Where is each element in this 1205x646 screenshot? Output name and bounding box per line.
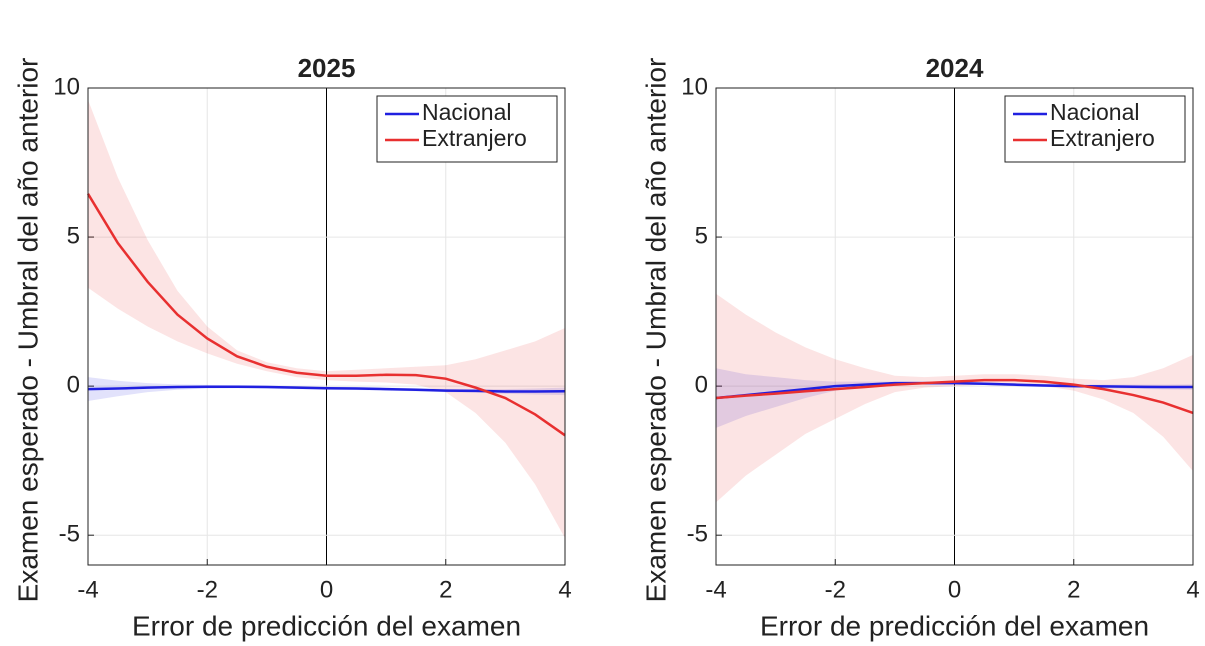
confidence-band	[716, 368, 1193, 428]
chart-title: 2025	[298, 53, 356, 83]
x-tick-label: -4	[77, 576, 98, 603]
x-axis-label: Error de predicción del examen	[760, 610, 1149, 641]
x-tick-label: 4	[558, 576, 571, 603]
panel: -4 -2 0 2 4 -5 0 5 10 2024 Error de predicción del…	[640, 53, 1199, 642]
x-tick-label: 2	[1067, 576, 1080, 603]
y-tick-label: 10	[681, 73, 708, 100]
y-tick-label: 0	[67, 371, 80, 398]
line	[715, 381, 1193, 400]
legend-label: Nacional	[422, 99, 512, 125]
x-tick-label: -4	[705, 576, 726, 603]
panel: -4 -2 0 2 4 -5 0 5 10 2025 Error de predicción del…	[12, 53, 571, 642]
y-axis-label: Examen esperado - Umbral del año anterio…	[12, 58, 43, 603]
x-tick-label: 0	[320, 576, 333, 603]
confidence-band	[716, 293, 1193, 503]
legend-box	[376, 95, 558, 163]
axes-frame	[87, 87, 566, 566]
x-axis-label: Error de predicción del examen	[132, 610, 521, 641]
x-tick-label: 2	[439, 576, 452, 603]
y-tick-label: 0	[695, 371, 708, 398]
axes-frame	[715, 87, 1194, 566]
x-tick-label: 4	[1186, 576, 1199, 603]
line	[715, 378, 1194, 415]
y-tick-label: 5	[695, 222, 708, 249]
y-tick-label: -5	[687, 521, 708, 548]
y-tick-label: 5	[67, 222, 80, 249]
line	[86, 193, 566, 437]
legend-label: Extranjero	[422, 125, 527, 151]
y-axis-label: Examen esperado - Umbral del año anterio…	[640, 58, 671, 603]
x-tick-label: -2	[825, 576, 846, 603]
y-tick-label: 10	[53, 73, 80, 100]
x-tick-label: 0	[948, 576, 961, 603]
legend-label: Nacional	[1050, 99, 1140, 125]
legend-box	[1004, 95, 1186, 163]
chart-title: 2024	[926, 53, 984, 83]
legend-label: Extranjero	[1050, 125, 1155, 151]
x-tick-label: -2	[197, 576, 218, 603]
y-tick-label: -5	[59, 521, 80, 548]
